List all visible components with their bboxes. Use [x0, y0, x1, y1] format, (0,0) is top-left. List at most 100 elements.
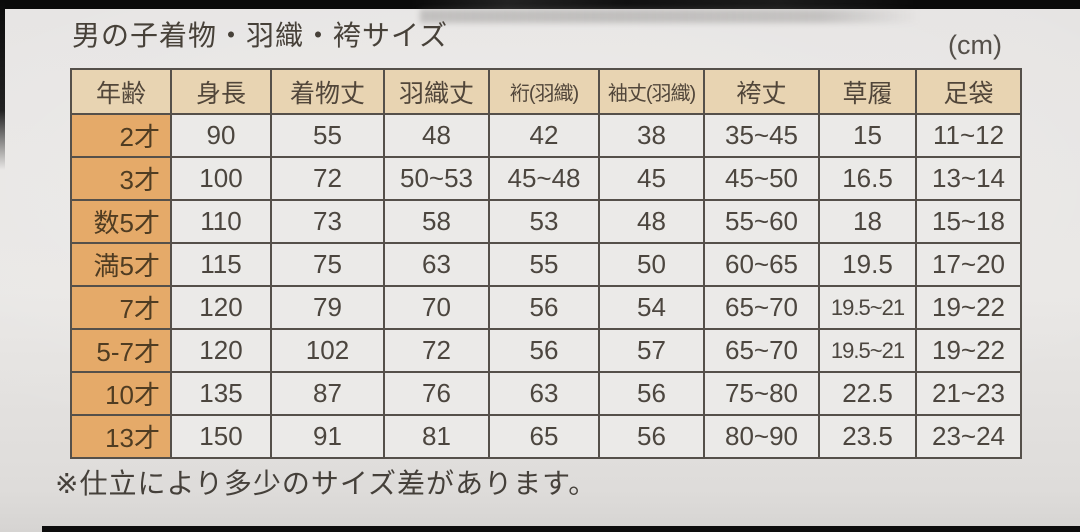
age-cell: 2才 [70, 113, 172, 158]
size-cell: 56 [488, 285, 600, 330]
size-cell: 18 [818, 199, 917, 244]
age-cell: 5-7才 [70, 328, 172, 373]
age-cell: 13才 [70, 414, 172, 459]
age-cell: 数5才 [70, 199, 172, 244]
header-cell-haori-length: 羽織丈 [383, 68, 490, 115]
table-row: 7才 120 79 70 56 54 65~70 19.5~21 19~22 [70, 285, 1022, 330]
size-cell: 80~90 [703, 414, 820, 459]
size-cell: 65~70 [703, 328, 820, 373]
size-cell: 11~12 [915, 113, 1022, 158]
size-cell: 63 [488, 371, 600, 416]
table-row: 数5才 110 73 58 53 48 55~60 18 15~18 [70, 199, 1022, 244]
header-cell-height: 身長 [170, 68, 272, 115]
size-cell: 45~50 [703, 156, 820, 201]
size-cell: 19~22 [915, 285, 1022, 330]
size-cell: 56 [598, 414, 705, 459]
header-cell-kimono-length: 着物丈 [270, 68, 385, 115]
size-cell: 63 [383, 242, 490, 287]
size-cell: 35~45 [703, 113, 820, 158]
size-cell: 53 [488, 199, 600, 244]
size-cell: 75~80 [703, 371, 820, 416]
size-cell: 23.5 [818, 414, 917, 459]
size-cell: 73 [270, 199, 385, 244]
size-cell: 17~20 [915, 242, 1022, 287]
size-cell: 55~60 [703, 199, 820, 244]
size-cell: 13~14 [915, 156, 1022, 201]
size-cell: 38 [598, 113, 705, 158]
size-cell: 15 [818, 113, 917, 158]
size-cell: 102 [270, 328, 385, 373]
header-cell-age: 年齢 [70, 68, 172, 115]
size-cell: 115 [170, 242, 272, 287]
size-cell: 75 [270, 242, 385, 287]
size-cell: 55 [270, 113, 385, 158]
header-row: 年齢 身長 着物丈 羽織丈 裄(羽織) 袖丈(羽織) 袴丈 草履 足袋 [70, 68, 1022, 115]
page-title: 男の子着物・羽織・袴サイズ [72, 20, 449, 51]
photo-edge-smudge [420, 9, 920, 23]
age-cell: 満5才 [70, 242, 172, 287]
size-cell: 45 [598, 156, 705, 201]
size-cell: 48 [598, 199, 705, 244]
table-row: 満5才 115 75 63 55 50 60~65 19.5 17~20 [70, 242, 1022, 287]
size-cell: 48 [383, 113, 490, 158]
size-cell: 55 [488, 242, 600, 287]
table-row: 5-7才 120 102 72 56 57 65~70 19.5~21 19~22 [70, 328, 1022, 373]
size-cell: 100 [170, 156, 272, 201]
table-row: 3才 100 72 50~53 45~48 45 45~50 16.5 13~14 [70, 156, 1022, 201]
table-row: 13才 150 91 81 65 56 80~90 23.5 23~24 [70, 414, 1022, 459]
size-cell: 150 [170, 414, 272, 459]
header-cell-tabi: 足袋 [915, 68, 1022, 115]
size-cell: 58 [383, 199, 490, 244]
size-cell: 81 [383, 414, 490, 459]
size-cell: 19.5~21 [818, 328, 917, 373]
photo-edge-bottom [42, 526, 1080, 532]
size-cell: 56 [488, 328, 600, 373]
size-table-body: 2才 90 55 48 42 38 35~45 15 11~12 3才 100 72 50~53 45~4… [70, 113, 1022, 459]
size-cell: 110 [170, 199, 272, 244]
unit-label: (cm) [948, 30, 1002, 60]
size-cell: 42 [488, 113, 600, 158]
size-cell: 65~70 [703, 285, 820, 330]
size-cell: 72 [270, 156, 385, 201]
size-cell: 54 [598, 285, 705, 330]
size-cell: 60~65 [703, 242, 820, 287]
size-cell: 56 [598, 371, 705, 416]
size-cell: 50 [598, 242, 705, 287]
header-cell-zori: 草履 [818, 68, 917, 115]
size-cell: 65 [488, 414, 600, 459]
table-row: 10才 135 87 76 63 56 75~80 22.5 21~23 [70, 371, 1022, 416]
age-cell: 10才 [70, 371, 172, 416]
size-cell: 76 [383, 371, 490, 416]
size-cell: 23~24 [915, 414, 1022, 459]
size-cell: 87 [270, 371, 385, 416]
size-cell: 50~53 [383, 156, 490, 201]
footnote: ※仕立により多少のサイズ差があります。 [55, 468, 598, 499]
size-cell: 57 [598, 328, 705, 373]
size-cell: 90 [170, 113, 272, 158]
size-cell: 19.5~21 [818, 285, 917, 330]
size-cell: 16.5 [818, 156, 917, 201]
size-cell: 70 [383, 285, 490, 330]
size-table: 年齢 身長 着物丈 羽織丈 裄(羽織) 袖丈(羽織) 袴丈 草履 足袋 2才 90… [70, 68, 1022, 459]
age-cell: 3才 [70, 156, 172, 201]
size-cell: 120 [170, 285, 272, 330]
size-cell: 19~22 [915, 328, 1022, 373]
size-cell: 22.5 [818, 371, 917, 416]
photo-edge-top [0, 0, 1080, 9]
age-cell: 7才 [70, 285, 172, 330]
size-cell: 135 [170, 371, 272, 416]
header-cell-yuki-haori: 裄(羽織) [488, 68, 600, 115]
size-cell: 79 [270, 285, 385, 330]
table-row: 2才 90 55 48 42 38 35~45 15 11~12 [70, 113, 1022, 158]
header-cell-sleeve-haori: 袖丈(羽織) [598, 68, 705, 115]
size-cell: 19.5 [818, 242, 917, 287]
header-cell-hakama-length: 袴丈 [703, 68, 820, 115]
size-cell: 15~18 [915, 199, 1022, 244]
size-cell: 120 [170, 328, 272, 373]
size-cell: 21~23 [915, 371, 1022, 416]
size-cell: 45~48 [488, 156, 600, 201]
photo-edge-left [0, 0, 5, 170]
size-cell: 91 [270, 414, 385, 459]
size-cell: 72 [383, 328, 490, 373]
